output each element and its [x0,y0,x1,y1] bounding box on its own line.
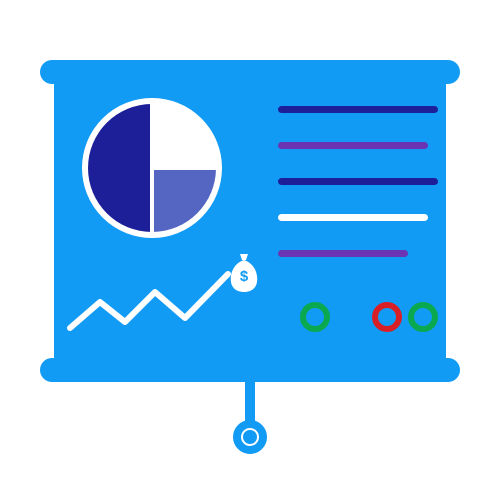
dollar-symbol: $ [240,268,249,285]
text-bar-4 [278,214,428,221]
text-bar-5 [278,250,408,257]
text-bar-3 [278,178,438,185]
text-bar-1 [278,106,438,113]
indicator-dot-3 [372,302,402,332]
pie-divider-v [150,104,154,232]
indicator-dot-4 [408,302,438,332]
text-bar-2 [278,142,428,149]
presentation-screen: $ [54,72,446,362]
indicator-dot-2 [336,302,366,332]
pie-chart [82,98,222,238]
board-knob [233,420,267,454]
trend-line-chart [54,72,55,73]
indicator-dot-1 [300,302,330,332]
board-knob-center [243,430,257,444]
indicator-dots [300,302,438,332]
money-bag-icon: $ [226,252,262,297]
pie-divider-h [152,166,216,170]
